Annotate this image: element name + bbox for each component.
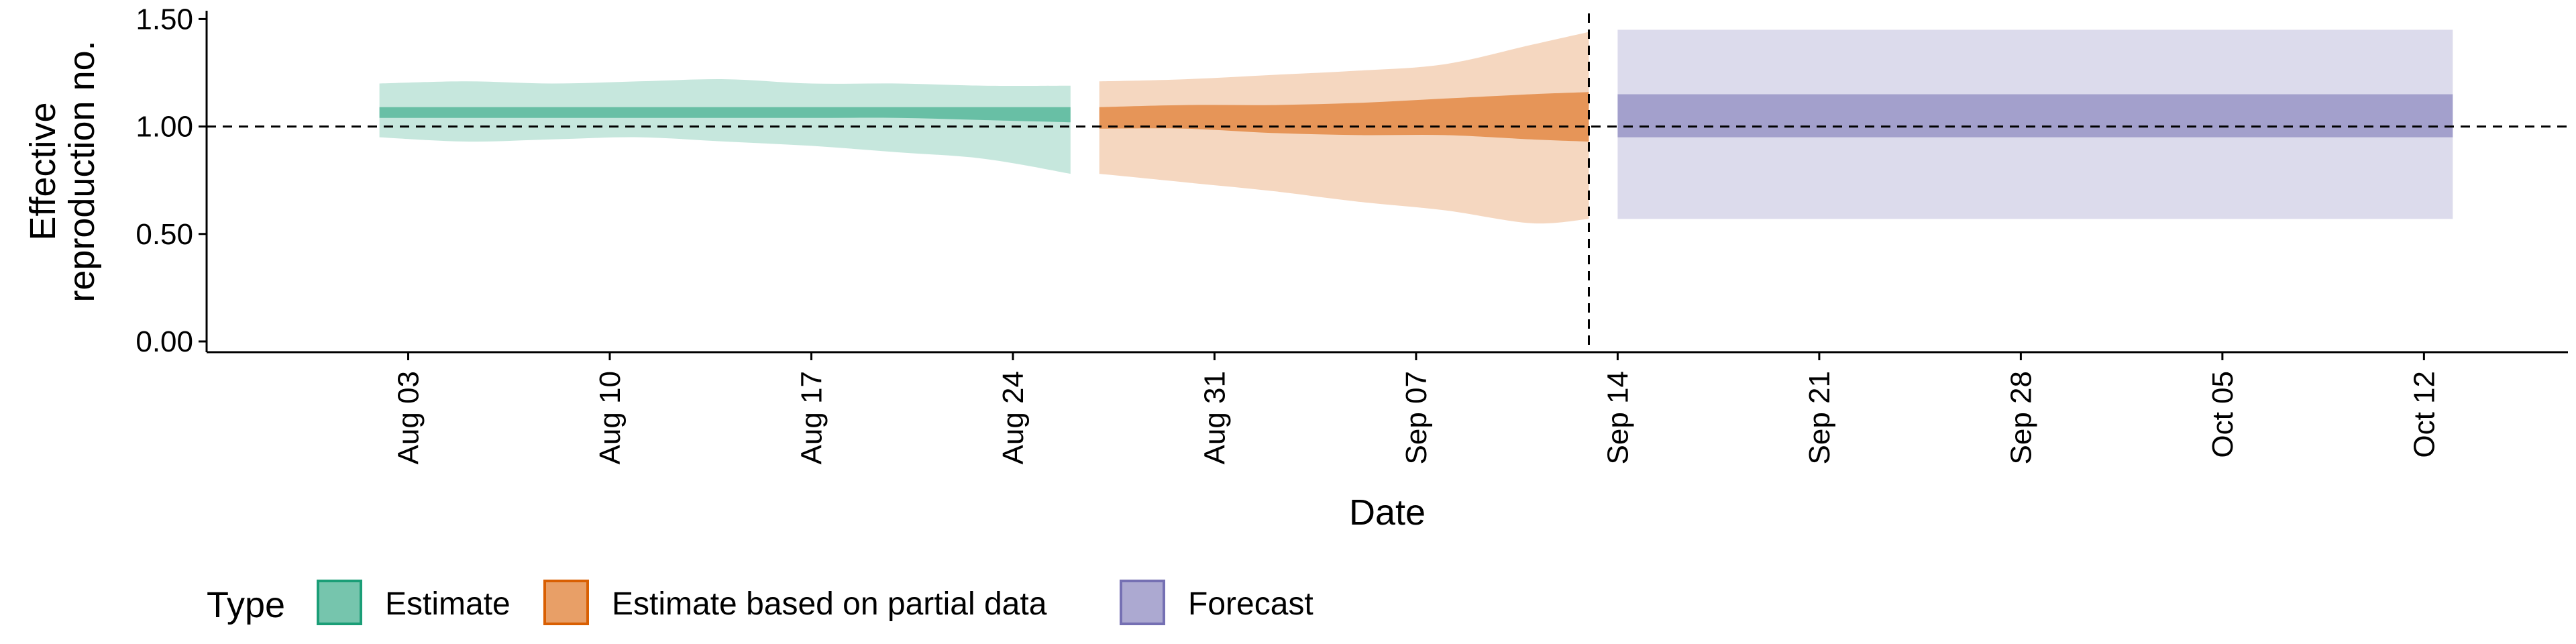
x-axis-title: Date [1349, 492, 1426, 533]
legend-label: Forecast [1188, 586, 1313, 622]
x-tick-label: Aug 17 [796, 371, 828, 464]
y-tick-label: 0.50 [136, 218, 193, 251]
legend-label: Estimate [385, 586, 511, 622]
legend: Type Estimate Estimate based on partial da… [207, 580, 1313, 625]
x-tick-label: Oct 12 [2408, 371, 2440, 458]
legend-key [317, 580, 362, 625]
band-inner-forecast [1617, 94, 2453, 138]
bands-layer [379, 30, 2453, 224]
legend-label: Estimate based on partial data [612, 586, 1047, 622]
band-inner-estimate-based-on-partial-data [1099, 92, 1589, 142]
legend-title: Type [207, 585, 285, 625]
y-tick-label: 0.00 [136, 325, 193, 358]
y-tick-label: 1.50 [136, 3, 193, 36]
x-tick-label: Aug 31 [1198, 371, 1231, 464]
x-tick-label: Aug 24 [997, 371, 1030, 464]
legend-key [1120, 580, 1165, 625]
y-axis-title-line: reproduction no. [62, 40, 102, 302]
x-tick-label: Aug 03 [392, 371, 425, 464]
x-tick-label: Oct 05 [2206, 371, 2239, 458]
y-axis-title: Effectivereproduction no. [23, 40, 102, 302]
x-tick-label: Sep 07 [1400, 371, 1433, 464]
x-tick-label: Aug 10 [594, 371, 627, 464]
x-tick-label: Sep 28 [2004, 371, 2037, 464]
y-tick-label: 1.00 [136, 111, 193, 144]
band-inner-estimate [379, 107, 1071, 123]
y-axis-title-line: Effective [23, 102, 63, 240]
x-tick-label: Sep 14 [1601, 371, 1634, 464]
legend-key [543, 580, 589, 625]
axes-layer: 0.00 0.50 1.00 1.50 Aug 03 Aug 10 Aug 17 Aug 24… [23, 3, 2568, 533]
x-tick-label: Sep 21 [1803, 371, 1836, 464]
reference-lines-layer [207, 13, 2568, 352]
